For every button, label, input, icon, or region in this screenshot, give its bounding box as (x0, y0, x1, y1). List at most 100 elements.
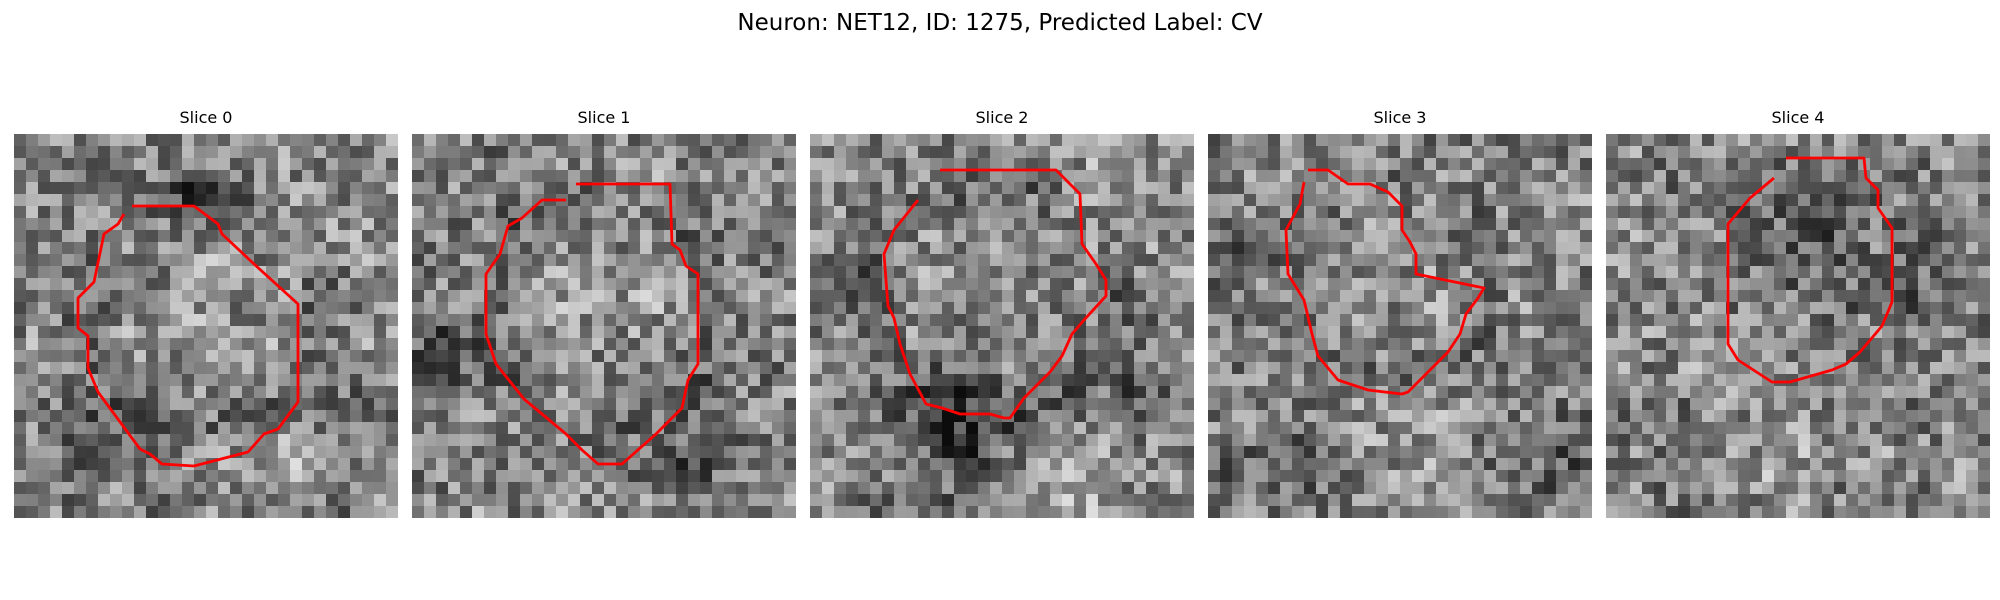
image-pixel (74, 314, 87, 327)
image-pixel (556, 326, 569, 339)
image-pixel (1244, 326, 1257, 339)
image-pixel (1618, 266, 1631, 279)
image-pixel (1256, 434, 1269, 447)
image-pixel (1508, 422, 1521, 435)
image-pixel (544, 398, 557, 411)
image-pixel (1146, 362, 1159, 375)
image-pixel (1292, 158, 1305, 171)
image-pixel (604, 206, 617, 219)
image-pixel (942, 362, 955, 375)
image-pixel (508, 362, 521, 375)
image-pixel (122, 326, 135, 339)
image-pixel (302, 434, 315, 447)
image-pixel (1942, 242, 1955, 255)
image-pixel (544, 314, 557, 327)
image-pixel (906, 290, 919, 303)
image-pixel (1654, 314, 1667, 327)
image-pixel (1508, 482, 1521, 495)
image-pixel (1532, 434, 1545, 447)
image-pixel (736, 242, 749, 255)
image-pixel (1858, 422, 1871, 435)
image-pixel (314, 266, 327, 279)
image-pixel (712, 458, 725, 471)
image-pixel (424, 374, 437, 387)
image-pixel (1568, 182, 1581, 195)
image-pixel (1954, 206, 1967, 219)
image-pixel (882, 434, 895, 447)
image-pixel (242, 266, 255, 279)
image-pixel (206, 290, 219, 303)
image-pixel (1642, 134, 1655, 147)
image-pixel (74, 242, 87, 255)
image-pixel (1496, 386, 1509, 399)
image-pixel (1146, 182, 1159, 195)
image-pixel (664, 278, 677, 291)
image-pixel (170, 206, 183, 219)
image-pixel (1738, 266, 1751, 279)
image-pixel (1436, 422, 1449, 435)
image-pixel (50, 326, 63, 339)
image-pixel (592, 230, 605, 243)
image-pixel (1134, 470, 1147, 483)
image-pixel (1304, 230, 1317, 243)
image-pixel (436, 134, 449, 147)
image-pixel (1352, 278, 1365, 291)
image-pixel (1520, 218, 1533, 231)
image-pixel (1774, 374, 1787, 387)
image-pixel (628, 338, 641, 351)
image-pixel (206, 266, 219, 279)
image-pixel (1122, 482, 1135, 495)
image-pixel (532, 386, 545, 399)
image-pixel (1424, 290, 1437, 303)
image-pixel (436, 218, 449, 231)
image-pixel (604, 446, 617, 459)
image-pixel (1292, 314, 1305, 327)
image-pixel (1340, 134, 1353, 147)
image-pixel (1906, 410, 1919, 423)
image-pixel (326, 350, 339, 363)
image-pixel (290, 326, 303, 339)
image-pixel (290, 338, 303, 351)
image-pixel (146, 302, 159, 315)
image-pixel (990, 386, 1003, 399)
image-pixel (1026, 218, 1039, 231)
image-pixel (652, 446, 665, 459)
image-pixel (1544, 506, 1557, 518)
image-pixel (1834, 218, 1847, 231)
image-pixel (604, 134, 617, 147)
image-pixel (1484, 482, 1497, 495)
image-pixel (748, 446, 761, 459)
image-pixel (870, 242, 883, 255)
image-pixel (1376, 434, 1389, 447)
image-pixel (568, 470, 581, 483)
image-pixel (1002, 278, 1015, 291)
image-pixel (230, 374, 243, 387)
image-pixel (1508, 182, 1521, 195)
image-pixel (1256, 134, 1269, 147)
image-pixel (1606, 314, 1619, 327)
image-pixel (194, 314, 207, 327)
image-pixel (134, 278, 147, 291)
image-pixel (1702, 326, 1715, 339)
image-pixel (784, 434, 796, 447)
image-pixel (1618, 314, 1631, 327)
image-pixel (1630, 158, 1643, 171)
image-pixel (784, 494, 796, 507)
image-pixel (194, 350, 207, 363)
image-pixel (1026, 350, 1039, 363)
image-pixel (374, 134, 387, 147)
image-pixel (628, 398, 641, 411)
image-pixel (1870, 302, 1883, 315)
image-pixel (1810, 194, 1823, 207)
image-pixel (1122, 194, 1135, 207)
image-pixel (362, 170, 375, 183)
image-pixel (1810, 266, 1823, 279)
image-pixel (676, 182, 689, 195)
image-pixel (1304, 194, 1317, 207)
image-pixel (1292, 242, 1305, 255)
image-pixel (374, 182, 387, 195)
image-pixel (508, 434, 521, 447)
image-pixel (954, 218, 967, 231)
image-pixel (748, 434, 761, 447)
image-pixel (1930, 254, 1943, 267)
